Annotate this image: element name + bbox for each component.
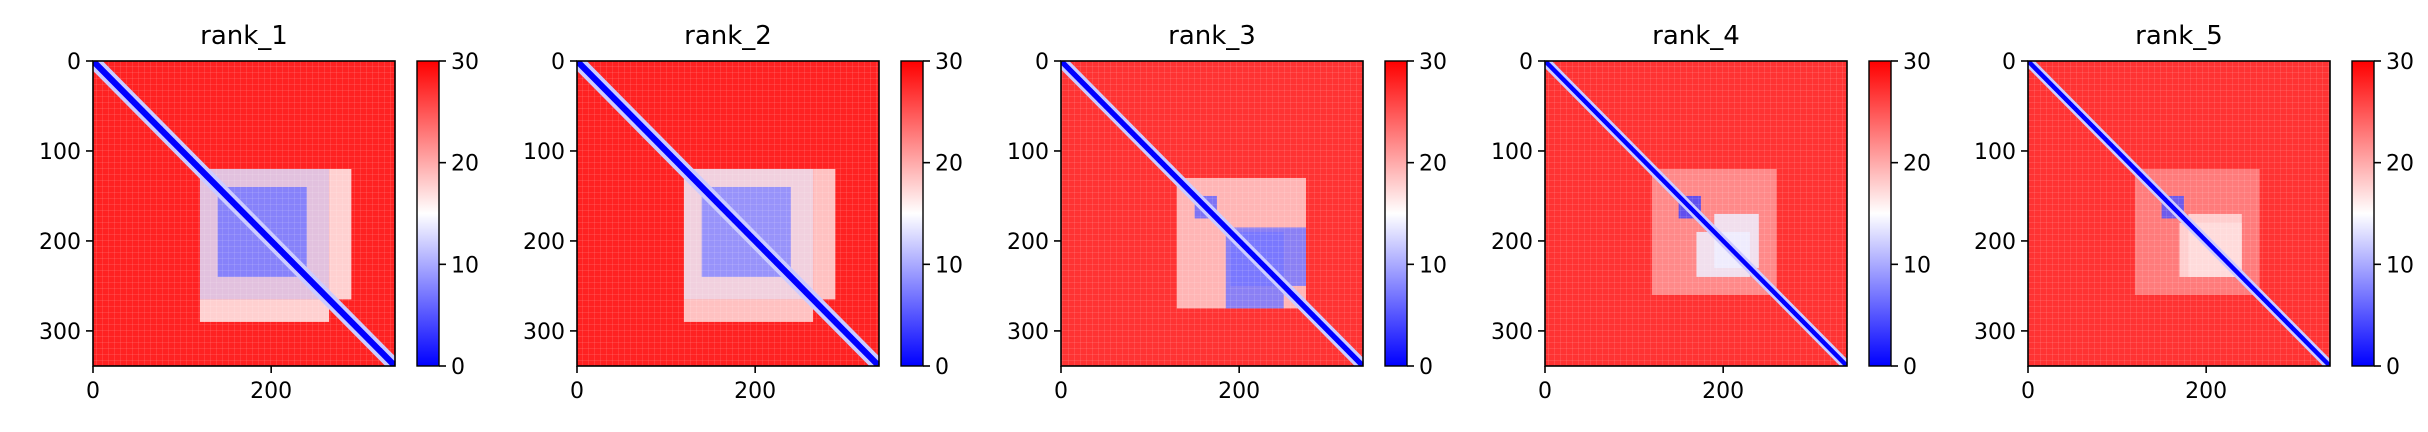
- colorbar-tick-label: 10: [1903, 253, 1931, 278]
- y-tick-label: 0: [1519, 50, 1533, 75]
- y-tick-label: 100: [1491, 140, 1533, 165]
- y-tick-label: 300: [523, 320, 565, 345]
- axes-frame: [1060, 60, 1364, 367]
- colorbar-tick-label: 30: [2386, 50, 2414, 75]
- colorbar-tick-label: 20: [2386, 152, 2414, 177]
- heatmap-diagonal: [93, 61, 395, 366]
- colorbar-tick-label: 0: [1419, 355, 1433, 380]
- axes-frame: [2027, 60, 2331, 367]
- axes-frame: [576, 60, 880, 367]
- y-tick-label: 300: [1974, 320, 2016, 345]
- colorbar: [1868, 60, 1892, 367]
- colorbar-tick-label: 0: [935, 355, 949, 380]
- colorbar: [2351, 60, 2375, 367]
- y-tick-label: 0: [1035, 50, 1049, 75]
- colorbar-tick-label: 10: [935, 253, 963, 278]
- y-tick-label: 200: [39, 230, 81, 255]
- y-tick-label: 100: [39, 140, 81, 165]
- colorbar-tick-label: 0: [451, 355, 465, 380]
- colorbar-tick-label: 30: [451, 50, 479, 75]
- x-tick-label: 0: [570, 379, 584, 404]
- y-tick-label: 100: [1974, 140, 2016, 165]
- colorbar-tick-label: 20: [451, 152, 479, 177]
- colorbar-tick-label: 20: [1903, 152, 1931, 177]
- panel-title: rank_4: [1652, 21, 1740, 51]
- heatmap: [2028, 61, 2330, 366]
- panel-5: rank_5 0 100 200 300 0 200 0 10 20 30: [1974, 21, 2414, 404]
- heatmap: [1545, 61, 1847, 366]
- x-tick-label: 200: [1218, 379, 1260, 404]
- heatmap-diagonal: [1545, 61, 1847, 366]
- y-tick-label: 200: [523, 230, 565, 255]
- y-tick-label: 0: [67, 50, 81, 75]
- heatmap-diagonal: [1061, 61, 1363, 366]
- y-tick-label: 200: [1491, 230, 1533, 255]
- y-tick-label: 300: [1491, 320, 1533, 345]
- colorbar-tick-label: 30: [935, 50, 963, 75]
- panel-1: rank_1 0 100 200 300 0 200 0 10 20 30: [39, 21, 479, 404]
- x-tick-label: 200: [1702, 379, 1744, 404]
- colorbar-tick-label: 30: [1903, 50, 1931, 75]
- x-tick-label: 200: [734, 379, 776, 404]
- panel-title: rank_1: [200, 21, 288, 51]
- y-tick-label: 0: [551, 50, 565, 75]
- y-tick-label: 0: [2002, 50, 2016, 75]
- colorbar-tick-label: 20: [1419, 152, 1447, 177]
- panel-title: rank_5: [2135, 21, 2223, 51]
- x-tick-label: 0: [1054, 379, 1068, 404]
- axes-frame: [1544, 60, 1848, 367]
- panel-3: rank_3 0 100 200 300 0 200 0 10 20 30: [1007, 21, 1447, 404]
- x-tick-label: 200: [2185, 379, 2227, 404]
- colorbar-tick-label: 10: [1419, 253, 1447, 278]
- colorbar-tick-label: 0: [1903, 355, 1917, 380]
- heatmap-diagonal: [577, 61, 879, 366]
- colorbar: [1384, 60, 1408, 367]
- y-tick-label: 200: [1974, 230, 2016, 255]
- panel-title: rank_3: [1168, 21, 1256, 51]
- x-tick-label: 200: [250, 379, 292, 404]
- heatmap-diagonal: [2028, 61, 2330, 366]
- x-tick-label: 0: [86, 379, 100, 404]
- colorbar: [900, 60, 924, 367]
- y-tick-label: 300: [39, 320, 81, 345]
- heatmap: [1061, 61, 1363, 366]
- y-tick-label: 100: [523, 140, 565, 165]
- panel-4: rank_4 0 100 200 300 0 200 0 10 20 30: [1491, 21, 1931, 404]
- y-tick-label: 100: [1007, 140, 1049, 165]
- colorbar-tick-label: 0: [2386, 355, 2400, 380]
- y-tick-label: 300: [1007, 320, 1049, 345]
- panel-title: rank_2: [684, 21, 772, 51]
- x-tick-label: 0: [1538, 379, 1552, 404]
- colorbar-tick-label: 10: [2386, 253, 2414, 278]
- colorbar-tick-label: 20: [935, 152, 963, 177]
- colorbar-tick-label: 10: [451, 253, 479, 278]
- heatmap: [93, 61, 395, 366]
- y-tick-label: 200: [1007, 230, 1049, 255]
- heatmap: [577, 61, 879, 366]
- axes-frame: [92, 60, 396, 367]
- panel-2: rank_2 0 100 200 300 0 200 0 10 20 30: [523, 21, 963, 404]
- colorbar: [416, 60, 440, 367]
- x-tick-label: 0: [2021, 379, 2035, 404]
- colorbar-tick-label: 30: [1419, 50, 1447, 75]
